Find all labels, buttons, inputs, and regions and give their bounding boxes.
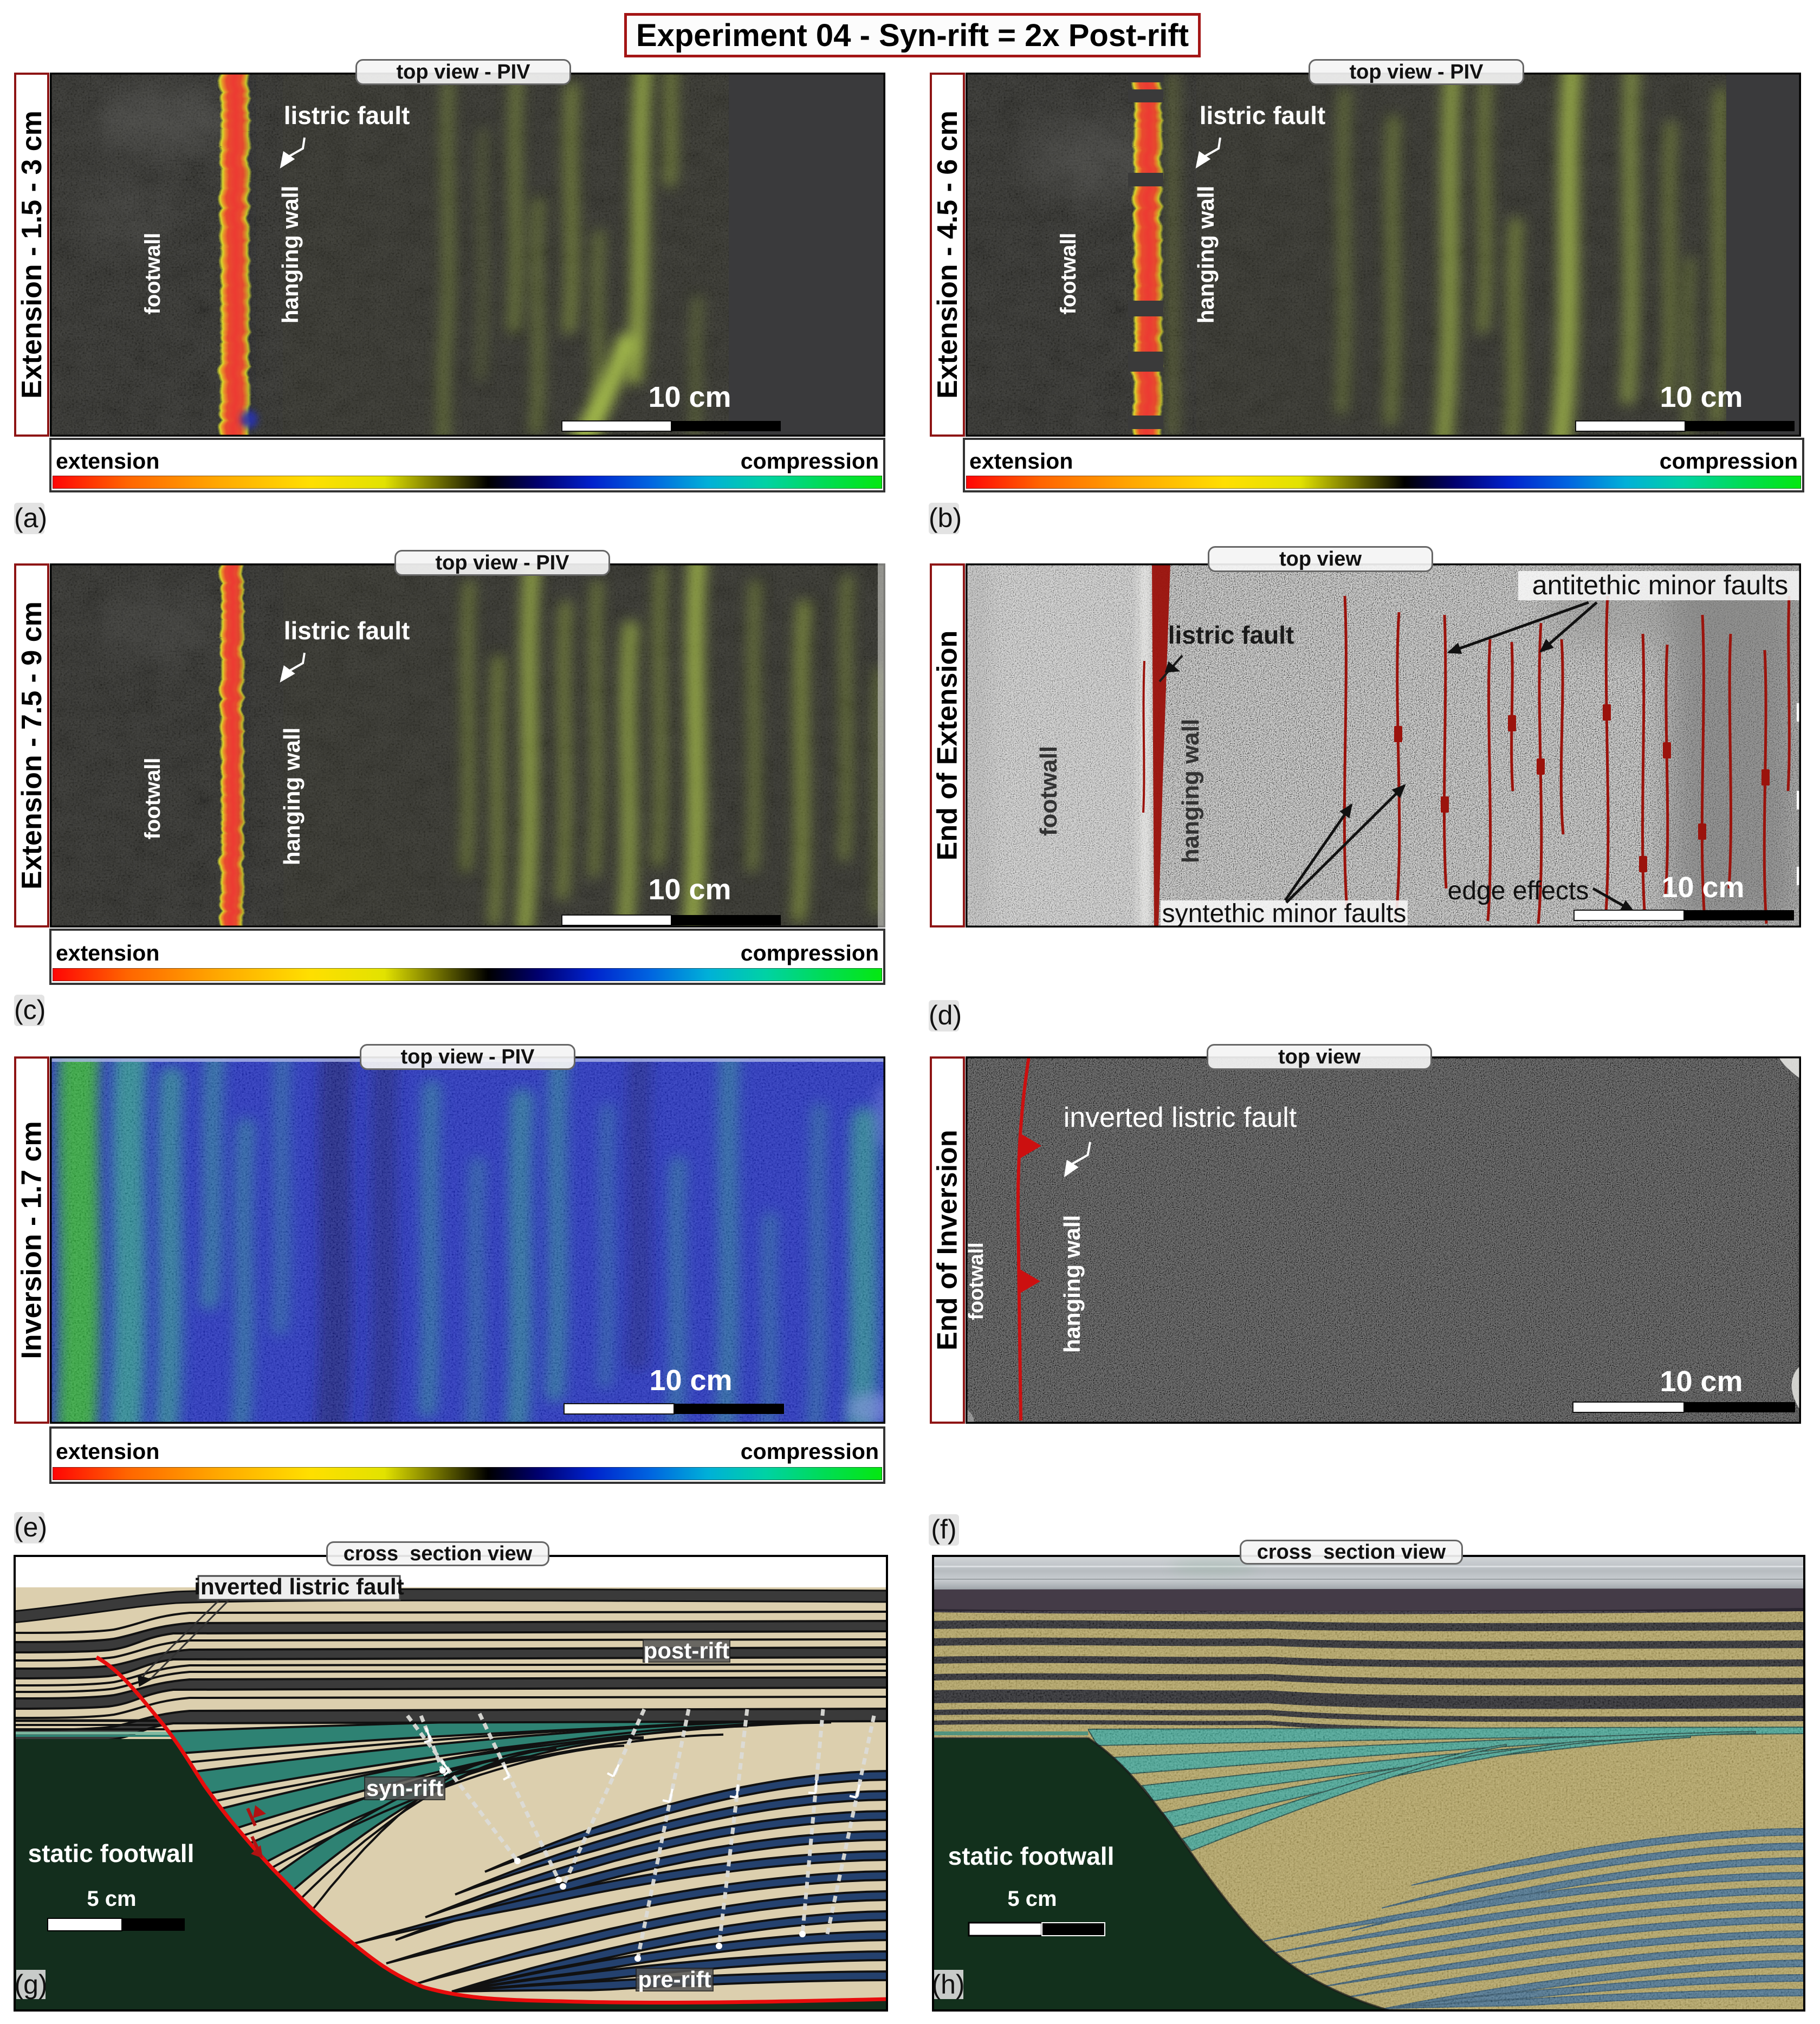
svg-text:10 cm: 10 cm [648, 873, 731, 906]
svg-text:hanging wall: hanging wall [1059, 1215, 1085, 1353]
svg-text:inverted listric fault: inverted listric fault [194, 1574, 404, 1599]
svg-text:10 cm: 10 cm [649, 1364, 732, 1397]
svg-text:10 cm: 10 cm [1660, 381, 1743, 413]
svg-text:5 cm: 5 cm [87, 1887, 136, 1911]
svg-text:(h): (h) [932, 1969, 965, 2000]
svg-text:listric fault: listric fault [1200, 101, 1326, 129]
svg-text:hanging wall: hanging wall [1193, 186, 1219, 323]
svg-text:10 cm: 10 cm [648, 381, 731, 413]
svg-text:post-rift: post-rift [644, 1638, 730, 1663]
svg-text:syntethic minor faults: syntethic minor faults [1162, 899, 1407, 927]
svg-text:hanging wall: hanging wall [279, 728, 305, 865]
svg-text:listric fault: listric fault [284, 101, 410, 129]
svg-text:listric fault: listric fault [1168, 621, 1294, 649]
svg-text:footwall: footwall [1057, 232, 1080, 314]
svg-text:syn-rift: syn-rift [366, 1775, 443, 1801]
svg-text:footwall: footwall [141, 757, 165, 839]
svg-text:static footwall: static footwall [28, 1839, 195, 1867]
svg-text:hanging wall: hanging wall [277, 186, 303, 323]
svg-text:footwall: footwall [141, 232, 165, 314]
svg-text:listric fault: listric fault [284, 617, 410, 645]
svg-text:10 cm: 10 cm [1661, 871, 1744, 904]
svg-text:hanging wall: hanging wall [1177, 719, 1204, 863]
svg-text:antitethic minor faults: antitethic minor faults [1532, 570, 1788, 600]
svg-text:static footwall: static footwall [948, 1842, 1115, 1870]
svg-text:10 cm: 10 cm [1660, 1365, 1743, 1398]
svg-text:pre-rift: pre-rift [638, 1967, 711, 1992]
svg-text:footwall: footwall [1035, 746, 1062, 836]
svg-text:footwall: footwall [966, 1242, 988, 1320]
svg-text:edge effects: edge effects [1448, 877, 1589, 905]
svg-text:(g): (g) [14, 1969, 47, 2000]
svg-text:inverted listric fault: inverted listric fault [1064, 1102, 1297, 1133]
svg-text:5 cm: 5 cm [1007, 1887, 1057, 1911]
